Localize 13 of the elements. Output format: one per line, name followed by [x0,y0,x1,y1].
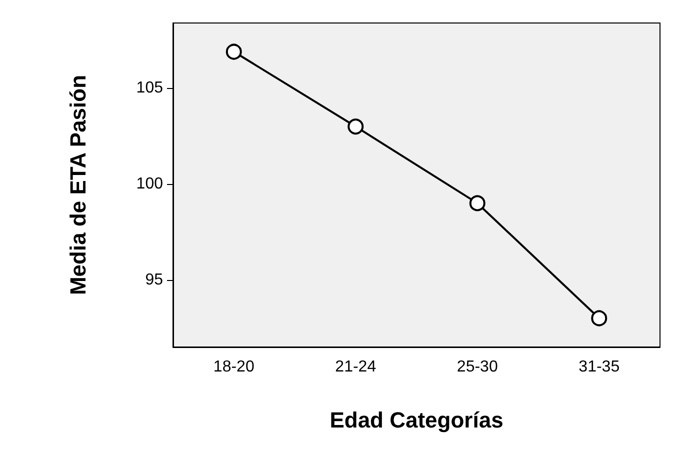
y-tick-label: 100 [136,176,164,193]
y-axis-title: Media de ETA Pasión [66,74,90,296]
y-tick-label: 95 [145,271,164,288]
x-tick-label: 25-30 [456,358,498,376]
x-axis-title: Edad Categorías [330,408,504,432]
point [348,118,364,135]
y-tick-label: 105 [136,80,164,97]
x-tick-label: 31-35 [578,358,620,376]
x-tick-label: 21-24 [335,358,376,376]
point [226,44,242,60]
point [591,310,608,326]
x-tick-label: 18-20 [213,358,254,376]
point [469,195,486,212]
